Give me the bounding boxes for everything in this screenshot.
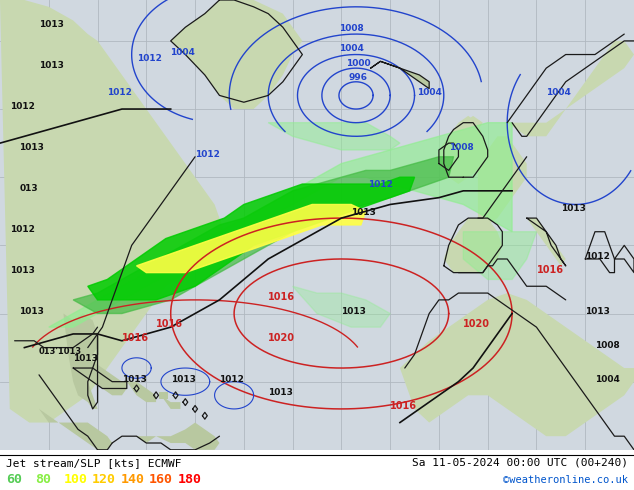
- Text: 1013: 1013: [561, 204, 586, 213]
- Text: Jet stream/SLP [kts] ECMWF: Jet stream/SLP [kts] ECMWF: [6, 458, 182, 467]
- Polygon shape: [0, 0, 224, 422]
- Text: 1004: 1004: [339, 44, 363, 53]
- Text: ©weatheronline.co.uk: ©weatheronline.co.uk: [503, 475, 628, 485]
- Text: 1012: 1012: [10, 102, 35, 111]
- Polygon shape: [161, 395, 181, 409]
- Text: 1013: 1013: [39, 20, 64, 29]
- Polygon shape: [49, 122, 512, 327]
- Polygon shape: [371, 61, 429, 89]
- Text: 1012: 1012: [10, 225, 35, 234]
- Text: 013: 013: [20, 184, 38, 193]
- Text: 013'1013: 013'1013: [39, 347, 82, 356]
- Text: 1013: 1013: [20, 143, 44, 152]
- Polygon shape: [458, 116, 483, 136]
- Text: 1000: 1000: [346, 59, 371, 68]
- Polygon shape: [444, 218, 502, 272]
- Polygon shape: [87, 177, 415, 300]
- Polygon shape: [439, 116, 488, 184]
- Text: 1012: 1012: [585, 252, 610, 261]
- Text: 1016: 1016: [390, 401, 417, 411]
- Text: 1016: 1016: [122, 333, 149, 343]
- Text: 1020: 1020: [268, 333, 295, 343]
- Text: 1013: 1013: [10, 266, 35, 274]
- Polygon shape: [293, 286, 390, 327]
- Text: 1004: 1004: [546, 88, 571, 98]
- Text: 996: 996: [349, 73, 368, 82]
- Text: 1008: 1008: [595, 341, 619, 349]
- Polygon shape: [507, 41, 634, 136]
- Text: 1013: 1013: [585, 307, 610, 316]
- Polygon shape: [73, 361, 127, 395]
- Text: 1020: 1020: [463, 319, 490, 329]
- Text: 1012: 1012: [107, 88, 132, 98]
- Polygon shape: [98, 422, 219, 450]
- Polygon shape: [63, 314, 98, 409]
- Text: 1016: 1016: [268, 292, 295, 302]
- Polygon shape: [39, 409, 112, 450]
- Text: 1013: 1013: [122, 375, 147, 384]
- Text: 1013: 1013: [341, 307, 366, 316]
- Polygon shape: [136, 204, 366, 272]
- Text: 60: 60: [6, 473, 22, 487]
- Text: 1013: 1013: [20, 307, 44, 316]
- Text: 1004: 1004: [417, 88, 442, 98]
- Polygon shape: [439, 143, 458, 171]
- Text: 140: 140: [120, 473, 145, 487]
- Text: 1013: 1013: [39, 61, 64, 70]
- Text: 160: 160: [149, 473, 173, 487]
- Text: 1013: 1013: [268, 388, 293, 397]
- Polygon shape: [463, 232, 536, 279]
- Polygon shape: [158, 392, 168, 399]
- Polygon shape: [527, 218, 566, 266]
- Text: 1004: 1004: [170, 48, 195, 56]
- Text: Sa 11-05-2024 00:00 UTC (00+240): Sa 11-05-2024 00:00 UTC (00+240): [411, 458, 628, 467]
- Polygon shape: [268, 122, 400, 150]
- Text: 1013: 1013: [351, 208, 376, 217]
- Text: 1013: 1013: [171, 375, 195, 384]
- Text: 1013: 1013: [73, 354, 98, 363]
- Text: 80: 80: [35, 473, 51, 487]
- Text: 1008: 1008: [339, 24, 363, 33]
- Polygon shape: [171, 0, 302, 109]
- Text: 1016: 1016: [156, 319, 183, 329]
- Text: 1012: 1012: [195, 150, 220, 159]
- Text: 1016: 1016: [536, 265, 564, 274]
- Polygon shape: [127, 382, 156, 402]
- Text: 100: 100: [63, 473, 87, 487]
- Polygon shape: [73, 157, 453, 314]
- Polygon shape: [478, 136, 527, 225]
- Polygon shape: [400, 293, 634, 436]
- Text: 1008: 1008: [449, 143, 474, 152]
- Text: 180: 180: [178, 473, 202, 487]
- Text: 1004: 1004: [595, 375, 620, 384]
- Text: 1012: 1012: [219, 375, 244, 384]
- Text: 1012: 1012: [368, 180, 393, 190]
- Text: 120: 120: [92, 473, 116, 487]
- Text: 1012: 1012: [136, 54, 162, 63]
